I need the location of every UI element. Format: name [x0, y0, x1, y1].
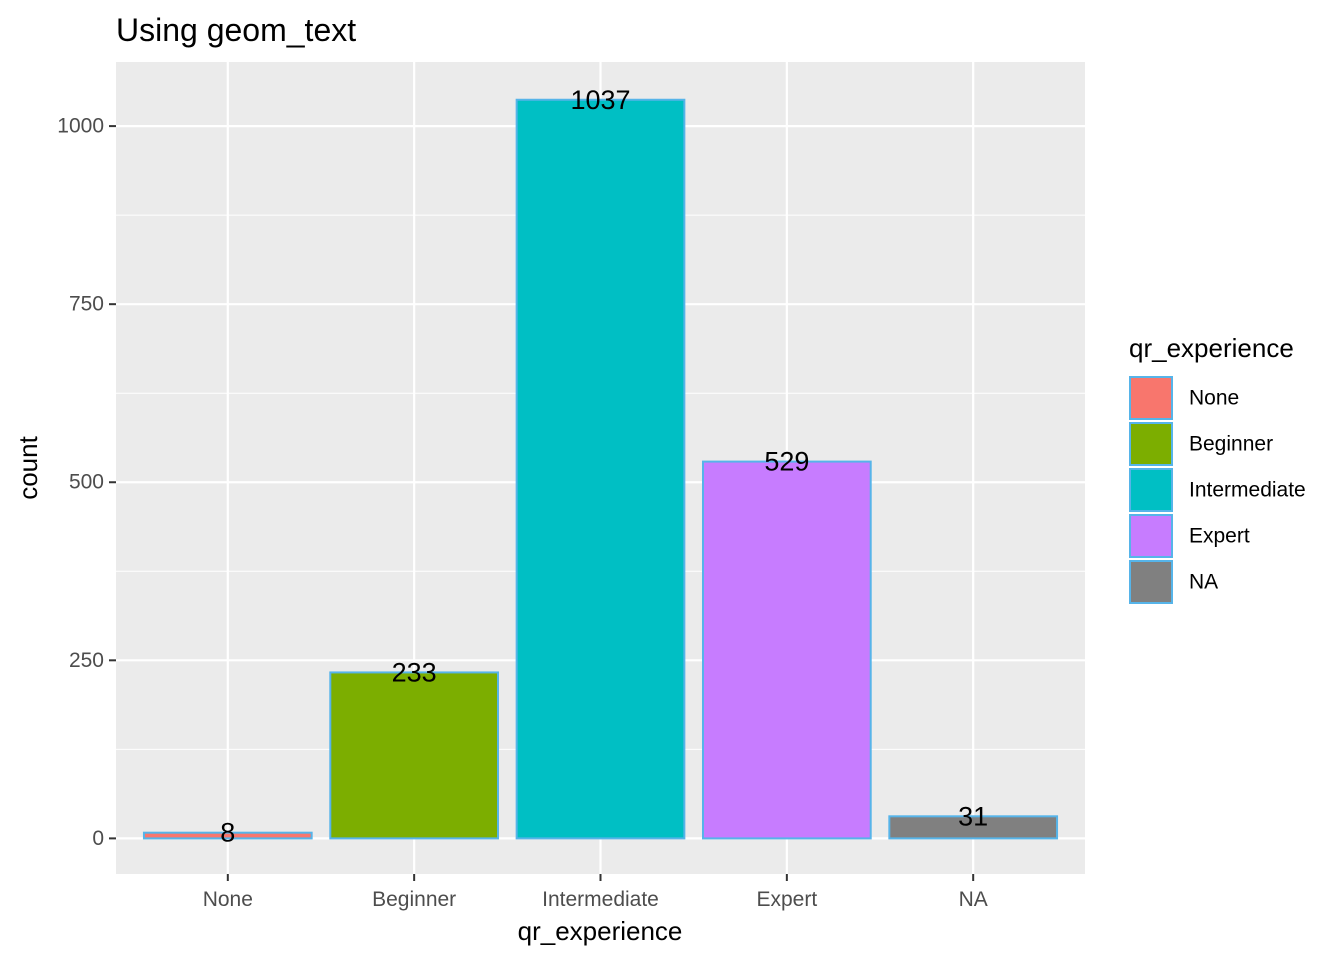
y-tick-label: 250 — [69, 649, 104, 672]
data-label: 233 — [392, 657, 437, 687]
bars — [142, 98, 1059, 840]
legend-items: None Beginner Intermediate Expert NA — [1129, 376, 1306, 604]
legend-label: NA — [1189, 571, 1218, 594]
legend-swatch — [1129, 376, 1173, 420]
legend: qr_experience None Beginner Intermediate Ex… — [1129, 333, 1306, 604]
legend-swatch — [1129, 422, 1173, 466]
legend-title: qr_experience — [1129, 333, 1294, 363]
data-label: 529 — [764, 447, 809, 477]
data-label: 8 — [220, 818, 235, 848]
x-axis-title: qr_experience — [518, 916, 683, 946]
chart-title: Using geom_text — [116, 12, 356, 48]
legend-swatch — [1129, 560, 1173, 604]
y-axis: 0 250 500 750 1000 — [57, 115, 116, 850]
data-label: 31 — [958, 801, 988, 831]
x-tick-label: Beginner — [372, 888, 456, 911]
bar-expert — [701, 460, 872, 840]
y-tick-label: 750 — [69, 293, 104, 316]
x-tick-label: NA — [959, 888, 988, 911]
data-labels: 8 233 1037 529 31 — [220, 85, 988, 848]
legend-label: Intermediate — [1189, 479, 1306, 502]
legend-label: None — [1189, 387, 1239, 410]
legend-label: Beginner — [1189, 433, 1273, 456]
bar-beginner — [329, 671, 500, 840]
legend-swatch — [1129, 468, 1173, 512]
bar-intermediate — [515, 98, 686, 840]
x-tick-label: None — [203, 888, 253, 911]
y-tick-label: 500 — [69, 471, 104, 494]
bar-none — [142, 831, 313, 840]
legend-swatch — [1129, 514, 1173, 558]
y-axis-title: count — [13, 435, 43, 499]
legend-label: Expert — [1189, 525, 1250, 548]
data-label: 1037 — [570, 85, 630, 115]
x-tick-label: Expert — [756, 888, 817, 911]
bar-na — [888, 815, 1059, 840]
y-tick-label: 1000 — [57, 115, 104, 138]
x-axis: None Beginner Intermediate Expert NA — [203, 874, 988, 911]
x-tick-label: Intermediate — [542, 888, 659, 911]
y-tick-label: 0 — [92, 827, 104, 850]
